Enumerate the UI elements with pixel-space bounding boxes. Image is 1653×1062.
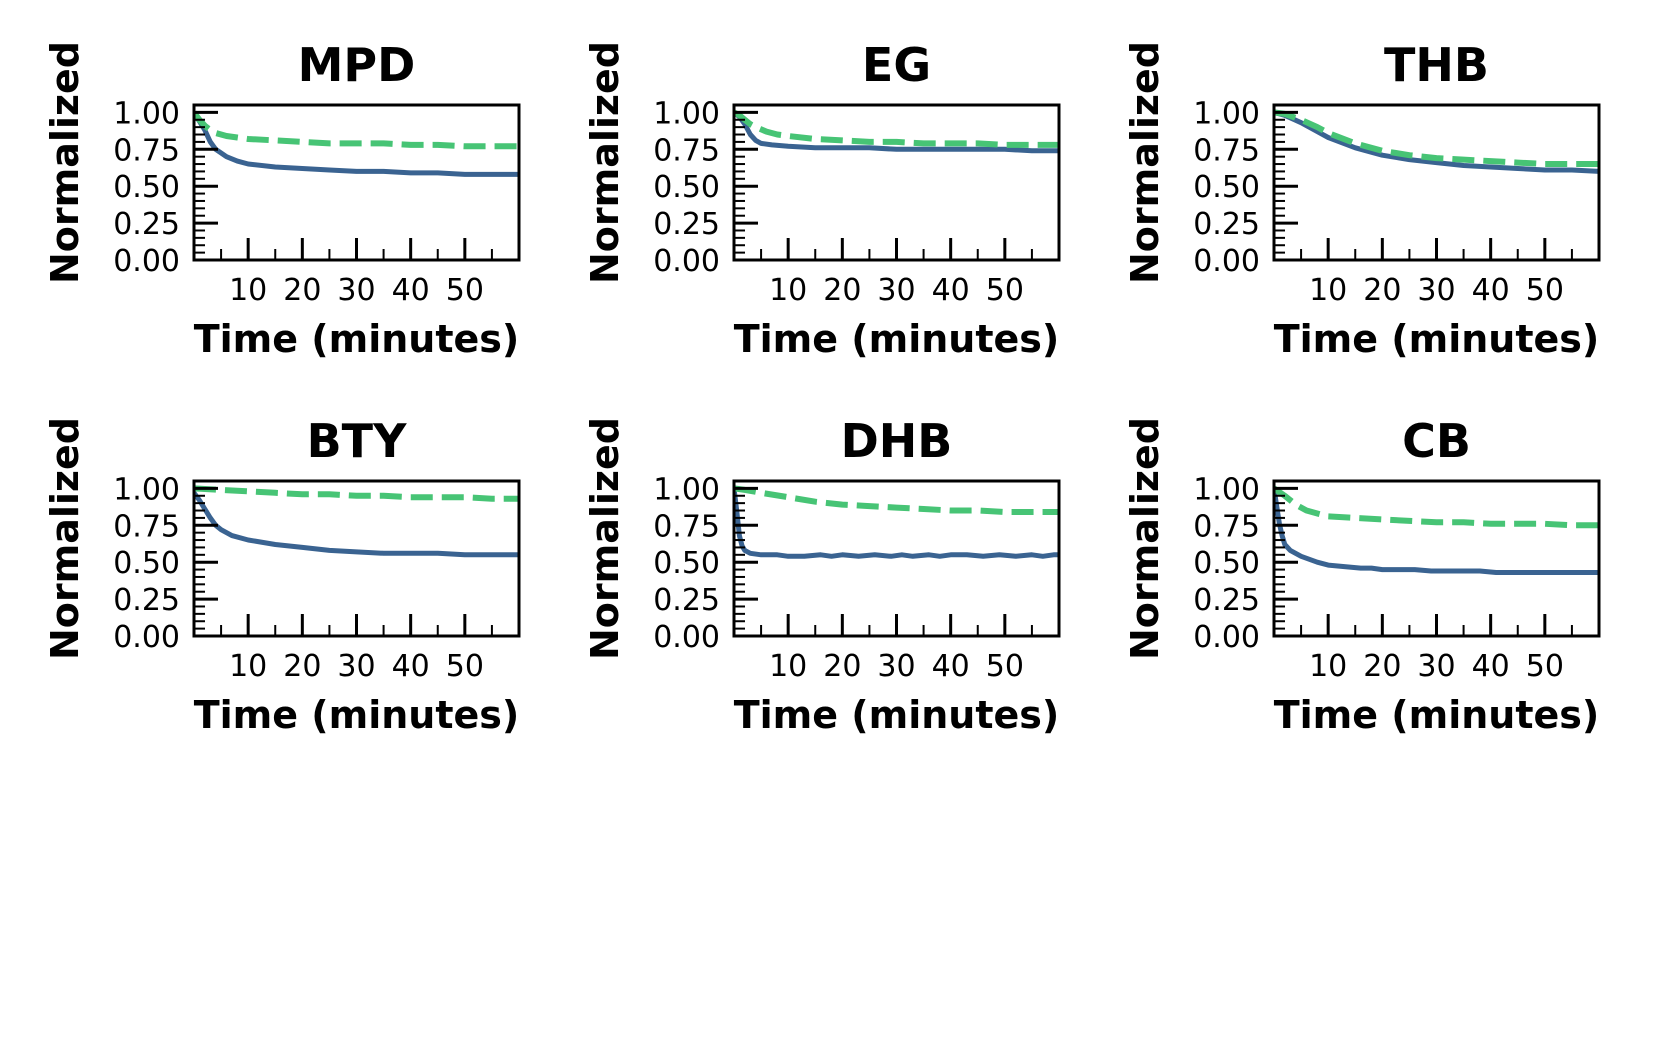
- x-tick-label: 10: [1309, 273, 1347, 308]
- x-tick-label: 50: [1526, 273, 1564, 308]
- y-tick-label: 1.00: [653, 472, 720, 507]
- x-tick-label: 40: [1472, 649, 1510, 684]
- series-line-dashed: [194, 485, 519, 502]
- y-tick-label: 0.25: [113, 207, 180, 242]
- panel-title: MPD: [298, 38, 416, 92]
- y-tick-label: 0.00: [1193, 620, 1260, 655]
- y-tick-label: 0.50: [1193, 546, 1260, 581]
- y-tick-label: 0.50: [1193, 170, 1260, 205]
- x-tick-label: 50: [1526, 649, 1564, 684]
- y-tick-label: 0.00: [113, 620, 180, 655]
- y-tick-label: 0.25: [1193, 207, 1260, 242]
- panel-eg: 10 20 30 40 50 0.000.250.500.751.00 EG Time (mi…: [583, 38, 1061, 361]
- panel-mpd: 10 20 30 40 50 0.000.250.500.751.00 MPD Time (m…: [43, 38, 521, 361]
- series-line-solid: [194, 112, 519, 177]
- panel-thb: 10 20 30 40 50 0.000.250.500.751.00 THB Time (m…: [1123, 38, 1601, 361]
- x-tick-label: 30: [337, 649, 375, 684]
- y-tick-label: 1.00: [1193, 96, 1260, 131]
- x-tick-label: 30: [337, 273, 375, 308]
- series-line-solid: [734, 488, 1059, 559]
- series-line-solid: [194, 491, 519, 558]
- series-line-dashed: [734, 485, 1059, 515]
- y-tick-label: 0.75: [653, 509, 720, 544]
- y-tick-label: 0.50: [113, 170, 180, 205]
- x-tick-label: 10: [229, 273, 267, 308]
- x-axis-label: Time (minutes): [734, 317, 1060, 361]
- x-tick-label: 20: [823, 273, 861, 308]
- x-tick-label: 10: [229, 649, 267, 684]
- x-tick-label: 40: [932, 649, 970, 684]
- y-axis-label: Normalized: [43, 417, 87, 660]
- y-tick-label: 0.75: [1193, 133, 1260, 168]
- x-axis-label: Time (minutes): [1274, 317, 1600, 361]
- y-tick-label: 0.75: [1193, 509, 1260, 544]
- y-tick-label: 0.25: [653, 207, 720, 242]
- y-tick-label: 1.00: [653, 96, 720, 131]
- panel-title: BTY: [307, 414, 407, 468]
- series-line-dashed: [1274, 109, 1599, 167]
- x-tick-label: 40: [392, 649, 430, 684]
- x-tick-label: 20: [1363, 649, 1401, 684]
- x-tick-label: 30: [877, 273, 915, 308]
- panel-bty: 10 20 30 40 50 0.000.250.500.751.00 BTY Time (m…: [43, 414, 521, 737]
- y-tick-label: 0.00: [653, 620, 720, 655]
- y-axis-label: Normalized: [1123, 41, 1167, 284]
- series-line-dashed: [734, 109, 1059, 148]
- x-axis-label: Time (minutes): [1274, 693, 1600, 737]
- y-tick-label: 0.00: [113, 244, 180, 279]
- x-tick-label: 50: [986, 649, 1024, 684]
- series-line-solid: [734, 110, 1059, 154]
- y-tick-label: 0.25: [113, 583, 180, 618]
- y-axis-label: Normalized: [583, 417, 627, 660]
- y-tick-label: 1.00: [1193, 472, 1260, 507]
- x-tick-label: 40: [932, 273, 970, 308]
- x-tick-label: 20: [823, 649, 861, 684]
- x-tick-label: 10: [1309, 649, 1347, 684]
- panel-title: CB: [1402, 414, 1471, 468]
- x-axis-label: Time (minutes): [194, 693, 520, 737]
- x-tick-label: 10: [769, 649, 807, 684]
- series-line-solid: [1274, 109, 1599, 174]
- y-tick-label: 0.00: [1193, 244, 1260, 279]
- series-line-solid: [1274, 488, 1599, 575]
- y-tick-label: 0.50: [653, 170, 720, 205]
- y-tick-label: 0.25: [653, 583, 720, 618]
- x-tick-label: 40: [1472, 273, 1510, 308]
- y-tick-label: 0.00: [653, 244, 720, 279]
- x-tick-label: 20: [283, 273, 321, 308]
- y-axis-label: Normalized: [1123, 417, 1167, 660]
- series-line-dashed: [194, 110, 519, 150]
- x-tick-label: 50: [446, 273, 484, 308]
- y-tick-label: 1.00: [113, 472, 180, 507]
- y-tick-label: 0.75: [113, 509, 180, 544]
- x-tick-label: 20: [283, 649, 321, 684]
- panel-title: THB: [1384, 38, 1489, 92]
- x-tick-label: 30: [1417, 649, 1455, 684]
- x-tick-label: 40: [392, 273, 430, 308]
- x-axis-label: Time (minutes): [194, 317, 520, 361]
- y-axis-label: Normalized: [583, 41, 627, 284]
- x-axis-label: Time (minutes): [734, 693, 1060, 737]
- y-tick-label: 1.00: [113, 96, 180, 131]
- x-tick-label: 50: [986, 273, 1024, 308]
- x-tick-label: 10: [769, 273, 807, 308]
- y-tick-label: 0.50: [653, 546, 720, 581]
- x-tick-label: 50: [446, 649, 484, 684]
- panel-cb: 10 20 30 40 50 0.000.250.500.751.00 CB Time (mi…: [1123, 414, 1601, 737]
- series-line-dashed: [1274, 485, 1599, 529]
- x-tick-label: 20: [1363, 273, 1401, 308]
- x-tick-label: 30: [877, 649, 915, 684]
- x-tick-label: 30: [1417, 273, 1455, 308]
- y-tick-label: 0.75: [653, 133, 720, 168]
- y-tick-label: 0.75: [113, 133, 180, 168]
- panel-dhb: 10 20 30 40 50 0.000.250.500.751.00 DHB Time (m…: [583, 414, 1061, 737]
- y-axis-label: Normalized: [43, 41, 87, 284]
- y-tick-label: 0.25: [1193, 583, 1260, 618]
- panel-title: DHB: [841, 414, 953, 468]
- panel-title: EG: [862, 38, 931, 92]
- y-tick-label: 0.50: [113, 546, 180, 581]
